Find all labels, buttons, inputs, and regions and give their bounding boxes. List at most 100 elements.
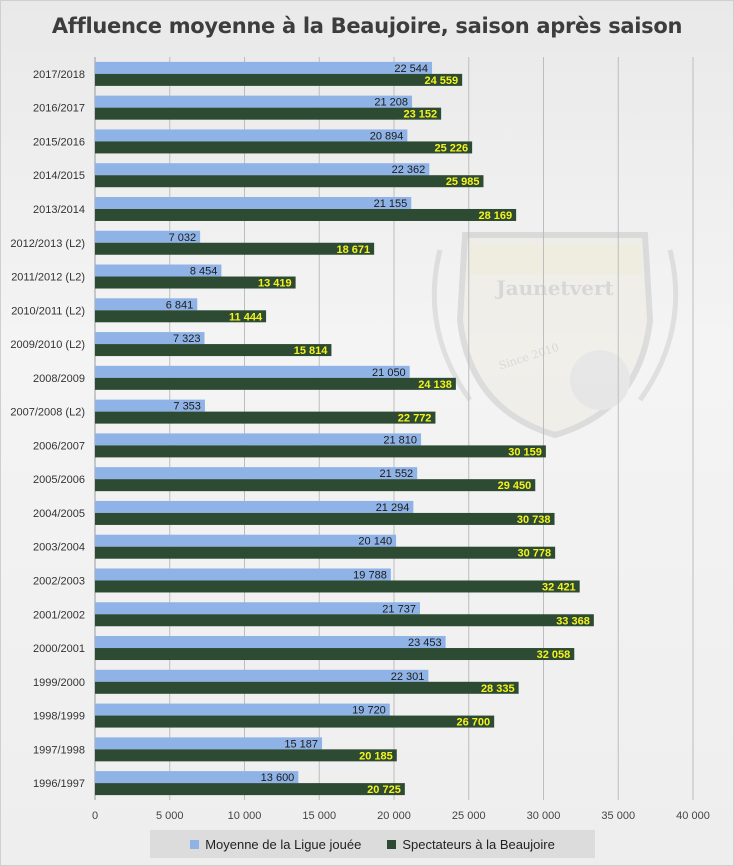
bar-beaujoire-attendance xyxy=(95,580,580,593)
data-label-league: 15 187 xyxy=(284,738,318,750)
bar-beaujoire-attendance xyxy=(95,546,556,559)
bar-beaujoire-attendance xyxy=(95,445,546,458)
y-tick-label: 2005/2006 xyxy=(33,474,85,486)
chart-title: Affluence moyenne à la Beaujoire, saison… xyxy=(51,14,683,38)
bar-league-average xyxy=(95,669,429,682)
data-label-beaujoire: 28 335 xyxy=(481,683,515,695)
data-label-beaujoire: 23 152 xyxy=(403,109,437,121)
legend-item-league: Moyenne de la Ligue jouée xyxy=(190,837,361,852)
y-tick-label: 2002/2003 xyxy=(33,575,85,587)
bar-beaujoire-attendance xyxy=(95,512,555,525)
data-label-beaujoire: 29 450 xyxy=(498,480,532,492)
bar-league-average xyxy=(95,433,422,446)
data-label-beaujoire: 15 814 xyxy=(294,345,329,357)
bar-league-average xyxy=(95,61,433,74)
x-tick-label: 10 000 xyxy=(228,810,262,822)
x-tick-label: 35 000 xyxy=(601,810,635,822)
data-label-league: 8 454 xyxy=(190,266,218,278)
y-tick-label: 2006/2007 xyxy=(33,440,85,452)
legend-swatch-beaujoire xyxy=(387,839,397,849)
y-tick-label: 1998/1999 xyxy=(33,711,85,723)
bar-beaujoire-attendance xyxy=(95,73,463,86)
data-label-beaujoire: 20 725 xyxy=(367,784,401,796)
data-label-beaujoire: 25 985 xyxy=(446,176,480,188)
y-tick-label: 2007/2008 (L2) xyxy=(10,407,85,419)
y-tick-label: 2017/2018 xyxy=(33,69,85,81)
data-label-beaujoire: 18 671 xyxy=(336,244,370,256)
bar-league-average xyxy=(95,163,430,176)
data-label-league: 7 323 xyxy=(173,333,201,345)
y-tick-label: 2014/2015 xyxy=(33,170,85,182)
bar-league-average xyxy=(95,467,418,480)
data-label-league: 7 032 xyxy=(169,232,197,244)
y-tick-label: 1999/2000 xyxy=(33,677,85,689)
bar-league-average xyxy=(95,602,420,615)
y-tick-label: 1996/1997 xyxy=(33,778,85,790)
x-tick-label: 0 xyxy=(92,810,98,822)
data-label-league: 22 362 xyxy=(392,164,426,176)
bar-beaujoire-attendance xyxy=(95,614,594,627)
bar-beaujoire-attendance xyxy=(95,648,575,661)
bar-league-average xyxy=(95,196,412,209)
y-tick-label: 2013/2014 xyxy=(33,204,85,216)
data-label-beaujoire: 30 738 xyxy=(517,514,551,526)
bar-league-average xyxy=(95,230,201,243)
y-tick-label: 2001/2002 xyxy=(33,609,85,621)
data-label-league: 22 544 xyxy=(394,63,428,75)
bar-league-average xyxy=(95,365,410,378)
data-label-league: 19 788 xyxy=(353,569,387,581)
data-label-league: 21 208 xyxy=(374,97,408,109)
bar-beaujoire-attendance xyxy=(95,175,484,188)
data-label-league: 13 600 xyxy=(261,772,295,784)
watermark-logo: Jaunetvert Since 2010 xyxy=(431,232,679,439)
y-tick-label: 2000/2001 xyxy=(33,643,85,655)
bar-league-average xyxy=(95,500,414,513)
data-label-league: 7 353 xyxy=(173,401,201,413)
data-label-league: 20 894 xyxy=(370,130,404,142)
bar-beaujoire-attendance xyxy=(95,310,267,323)
bar-beaujoire-attendance xyxy=(95,107,442,120)
bar-league-average xyxy=(95,129,408,142)
y-tick-label: 2012/2013 (L2) xyxy=(10,238,85,250)
bar-league-average xyxy=(95,95,413,108)
y-tick-label: 2011/2012 (L2) xyxy=(11,272,85,284)
x-tick-label: 30 000 xyxy=(527,810,561,822)
bar-league-average xyxy=(95,703,390,716)
bar-beaujoire-attendance xyxy=(95,479,536,492)
y-tick-label: 2004/2005 xyxy=(33,508,85,520)
bar-beaujoire-attendance xyxy=(95,377,456,390)
bar-league-average xyxy=(95,737,323,750)
bar-league-average xyxy=(95,332,205,345)
bar-beaujoire-attendance xyxy=(95,208,517,221)
y-tick-label: 2010/2011 (L2) xyxy=(11,305,85,317)
data-label-beaujoire: 24 138 xyxy=(418,379,452,391)
data-label-beaujoire: 28 169 xyxy=(478,210,512,222)
bar-league-average xyxy=(95,264,222,277)
data-label-beaujoire: 30 159 xyxy=(508,446,542,458)
data-label-beaujoire: 24 559 xyxy=(425,75,459,87)
bar-beaujoire-attendance xyxy=(95,276,296,289)
data-label-beaujoire: 20 185 xyxy=(359,750,393,762)
bar-beaujoire-attendance xyxy=(95,344,332,357)
data-label-league: 21 552 xyxy=(380,468,414,480)
y-tick-label: 2015/2016 xyxy=(33,136,85,148)
data-label-league: 20 140 xyxy=(358,536,392,548)
bar-league-average xyxy=(95,399,205,412)
data-label-beaujoire: 11 444 xyxy=(229,311,263,323)
bar-league-average xyxy=(95,534,397,547)
data-label-league: 22 301 xyxy=(391,671,425,683)
bar-league-average xyxy=(95,771,299,784)
legend-label-league: Moyenne de la Ligue jouée xyxy=(205,836,362,852)
data-label-league: 21 294 xyxy=(376,502,410,514)
data-label-league: 21 155 xyxy=(374,198,408,210)
data-label-beaujoire: 26 700 xyxy=(457,717,491,729)
chart-legend: Moyenne de la Ligue jouée Spectateurs à … xyxy=(150,830,595,858)
bar-league-average xyxy=(95,568,391,581)
y-tick-label: 2008/2009 xyxy=(33,373,85,385)
legend-swatch-league xyxy=(190,839,200,849)
bar-beaujoire-attendance xyxy=(95,141,473,154)
data-label-beaujoire: 33 368 xyxy=(556,615,590,627)
x-tick-label: 5 000 xyxy=(156,810,184,822)
data-label-beaujoire: 32 058 xyxy=(537,649,571,661)
